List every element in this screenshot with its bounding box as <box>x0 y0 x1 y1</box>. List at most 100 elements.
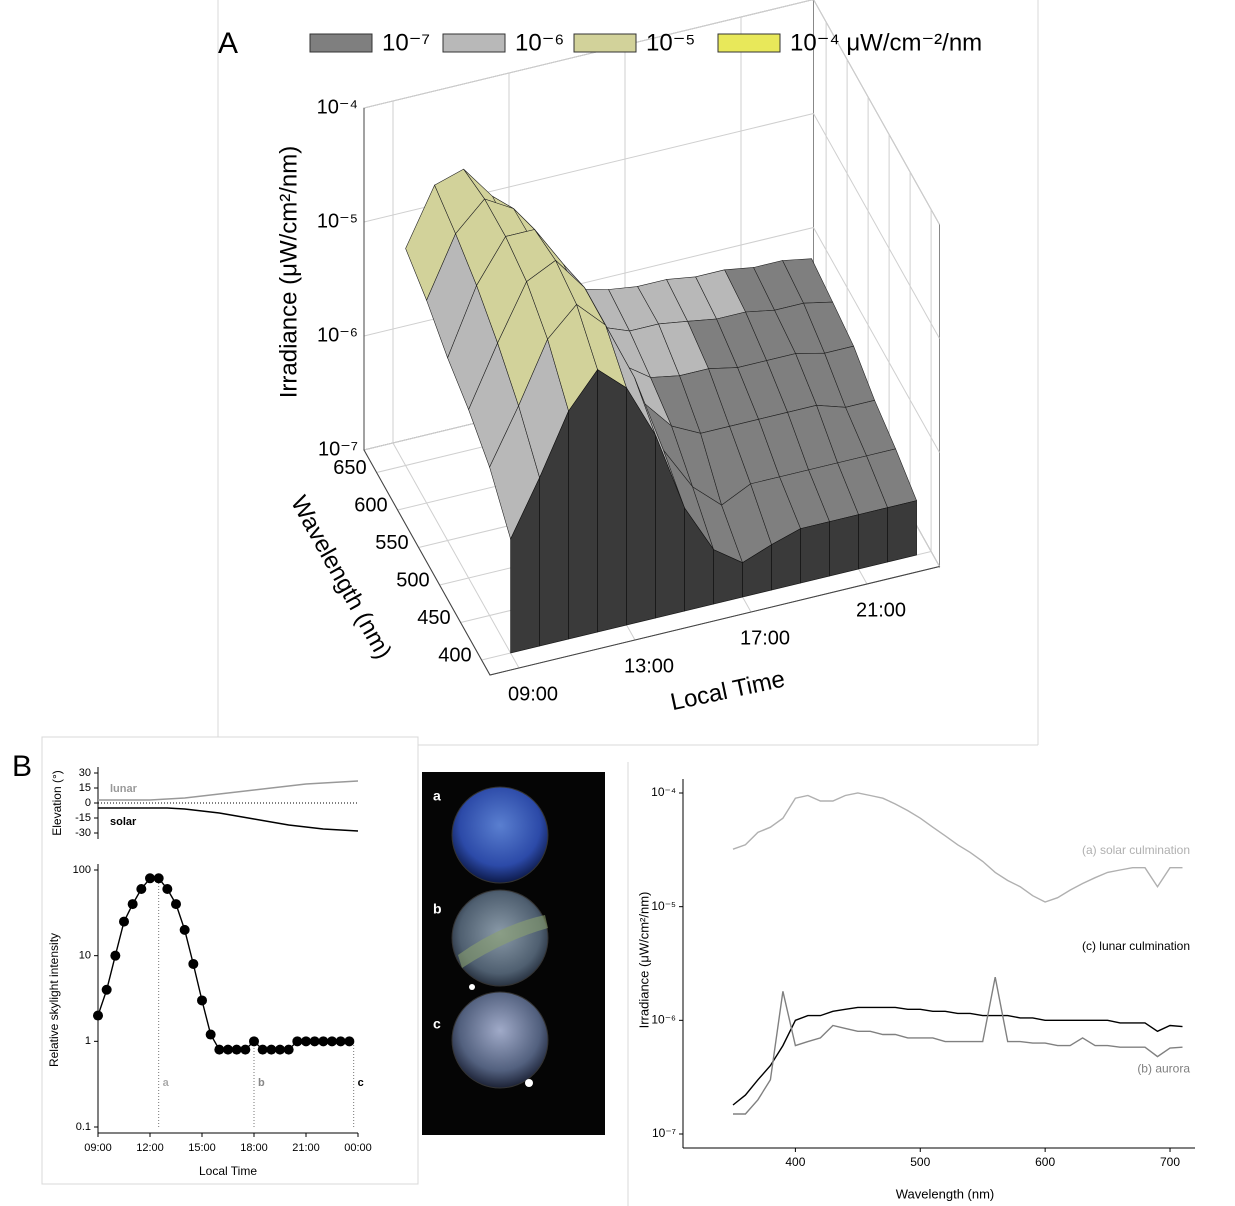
point <box>223 1044 233 1055</box>
point <box>179 924 190 935</box>
x-tick-label: 21:00 <box>856 599 906 621</box>
x-tick-label: 15:00 <box>188 1142 216 1154</box>
y-tick-label: 600 <box>354 494 387 516</box>
annotation-label: a <box>163 1077 170 1089</box>
z-tick-label: 10⁻⁶ <box>317 324 358 346</box>
y-tick-label: 0 <box>85 797 91 809</box>
x-tick-label: 00:00 <box>344 1142 372 1154</box>
grid-line <box>813 0 940 225</box>
annotation-label: c <box>358 1077 364 1089</box>
line-chart: 0.1 1 10 100 09:00 12:00 15:00 18:00 21:00 00:00 R… <box>47 864 372 1178</box>
point <box>197 995 207 1006</box>
z-tick-label: 10⁻⁵ <box>317 210 358 232</box>
series-label: solar <box>110 816 137 828</box>
legend-label: 10⁻⁷ <box>382 29 430 56</box>
grid-line <box>392 442 520 669</box>
point <box>136 884 147 895</box>
z-tick-label: 10⁻⁷ <box>318 438 358 460</box>
grid-line <box>813 227 940 453</box>
point <box>309 1036 320 1047</box>
x-axis-title: Local Time <box>199 1164 257 1178</box>
x-tick-label: 400 <box>785 1155 805 1169</box>
point <box>171 899 181 910</box>
x-tick-label: 17:00 <box>740 627 790 649</box>
photo-label: a <box>433 788 441 804</box>
z-tick-label: 10⁻⁴ <box>317 96 358 118</box>
grid-line <box>813 113 940 339</box>
legend-swatch <box>309 33 373 53</box>
y-tick-label: 15 <box>79 782 91 794</box>
point <box>145 873 155 884</box>
surface-skirt <box>597 369 627 633</box>
point <box>153 873 164 884</box>
point <box>344 1036 355 1047</box>
point <box>257 1044 268 1055</box>
surface-skirt <box>829 514 859 577</box>
y-tick-label: 10⁻⁵ <box>651 899 676 913</box>
y-tick-label: 10 <box>79 950 91 962</box>
x-tick-label: 09:00 <box>84 1142 112 1154</box>
point <box>119 916 129 927</box>
x-tick-label: 13:00 <box>624 655 674 677</box>
point <box>266 1044 277 1055</box>
moon <box>525 1079 533 1087</box>
photo-label: c <box>433 1016 441 1032</box>
aurora-band <box>458 915 548 968</box>
frame-box <box>41 736 419 1185</box>
moon <box>469 984 475 990</box>
series-label: (a) solar culmination <box>1082 843 1190 857</box>
point <box>292 1036 303 1047</box>
y-tick-label: 450 <box>417 607 450 629</box>
legend-swatch <box>573 33 637 53</box>
annotation-label: b <box>258 1077 265 1089</box>
series-label: (c) lunar culmination <box>1082 939 1190 953</box>
x-tick-label: 09:00 <box>508 683 558 705</box>
x-tick-label: 18:00 <box>240 1142 268 1154</box>
surface-skirt <box>568 368 598 640</box>
surface-skirt <box>887 500 917 563</box>
y-tick-label: -30 <box>75 827 91 839</box>
point <box>240 1044 251 1055</box>
grid-line <box>363 0 814 109</box>
surface-chart: 10⁻⁷ 10⁻⁶ 10⁻⁵ 10⁻⁴ 09:00 13:00 17:00 21:00 400 4… <box>275 0 982 716</box>
y-axis-title: Wavelength (nm) <box>285 491 397 663</box>
point <box>283 1044 294 1055</box>
x-axis-title: Wavelength (nm) <box>896 1186 995 1201</box>
series-line <box>732 1006 1183 1106</box>
y-axis-title: Relative skylight intensity <box>47 933 61 1067</box>
y-tick-label: 1 <box>85 1035 91 1047</box>
point <box>318 1036 329 1047</box>
point <box>205 1029 216 1040</box>
y-tick-label: 650 <box>333 457 366 479</box>
surface-skirt <box>858 507 888 570</box>
y-tick-label: -15 <box>75 812 91 824</box>
y-tick-label: 500 <box>396 569 429 591</box>
legend-label: 10⁻⁵ <box>646 29 695 56</box>
surface-skirt <box>800 521 830 584</box>
point <box>335 1036 346 1047</box>
y-tick-label: 400 <box>438 644 471 666</box>
point <box>301 1036 311 1047</box>
legend-swatch <box>442 33 506 53</box>
y-axis-title: Elevation (°) <box>50 770 64 836</box>
point <box>188 958 199 969</box>
frames <box>41 0 1039 1206</box>
y-tick-label: 0.1 <box>76 1121 91 1133</box>
panel-label: A <box>218 27 238 60</box>
y-axis-title: Irradiance (μW/cm²/nm) <box>636 892 651 1029</box>
point <box>110 950 121 961</box>
y-tick-label: 10⁻⁷ <box>652 1126 676 1140</box>
point <box>214 1044 225 1055</box>
point <box>231 1044 242 1055</box>
point <box>275 1044 285 1055</box>
sky-photo <box>451 786 549 884</box>
z-axis-title: Irradiance (μW/cm²/nm) <box>275 146 302 399</box>
line-chart: 10⁻⁷ 10⁻⁶ 10⁻⁵ 10⁻⁴ 400 500 600 700 Irradiance (… <box>636 779 1195 1201</box>
sky-photos: a b c <box>422 772 605 1135</box>
point <box>93 1010 103 1021</box>
legend-swatch <box>717 33 781 53</box>
y-tick-label: 30 <box>79 767 91 779</box>
y-tick-label: 10⁻⁴ <box>651 785 676 799</box>
x-tick-label: 12:00 <box>136 1142 164 1154</box>
